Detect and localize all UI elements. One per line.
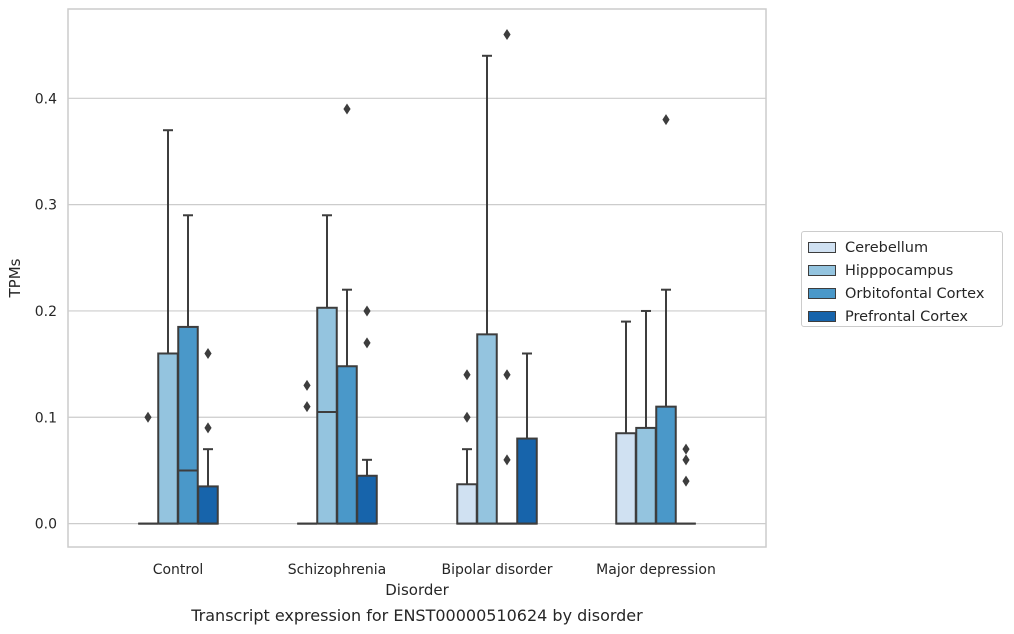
outlier-point [503, 29, 511, 41]
x-tick-label: Control [153, 562, 204, 578]
x-tick-label: Bipolar disorder [441, 562, 552, 578]
outlier-point [463, 411, 471, 423]
outlier-point [303, 379, 311, 391]
outlier-point [363, 305, 371, 317]
outlier-point [303, 401, 311, 413]
y-tick-label: 0.0 [35, 517, 57, 533]
legend-item: Cerebellum [808, 236, 996, 259]
y-axis-label: TPMs [6, 258, 24, 298]
box-body [456, 483, 478, 525]
x-axis-label: Disorder [385, 581, 449, 599]
plot-area-frame [67, 8, 767, 548]
box-cerebellum [456, 369, 478, 525]
boxes [138, 29, 696, 525]
legend-label: Prefrontal Cortex [845, 308, 968, 325]
outlier-point [204, 422, 212, 434]
outlier-point [682, 475, 690, 487]
x-tick-label: Schizophrenia [288, 562, 386, 578]
legend-swatch [808, 242, 836, 253]
legend-item: Hipppocampus [808, 259, 996, 282]
outlier-point [463, 369, 471, 381]
box-orbitofontal-cortex [336, 103, 358, 525]
box-body [177, 325, 199, 525]
box-prefrontal-cortex [676, 443, 696, 525]
figure-caption: Transcript expression for ENST0000051062… [191, 606, 643, 625]
box-plot-chart: 0.0 0.1 0.2 0.3 0.4 Control Schizophrenia Bipol… [6, 8, 767, 599]
legend-item: Orbitofontal Cortex [808, 282, 996, 305]
y-tick-label: 0.4 [35, 91, 57, 107]
box-orbitofontal-cortex [497, 29, 517, 525]
outlier-point [662, 114, 670, 126]
box-body [615, 432, 637, 525]
box-hipppocampus [316, 214, 338, 525]
box-body [157, 352, 179, 525]
outlier-point [503, 454, 511, 466]
legend-label: Hipppocampus [845, 262, 954, 279]
box-body [655, 405, 677, 525]
box-body [516, 437, 538, 525]
box-body [476, 333, 498, 525]
outlier-point [363, 337, 371, 349]
outlier-point [682, 454, 690, 466]
box-prefrontal-cortex [356, 305, 378, 525]
outlier-point [682, 443, 690, 455]
y-tick-label: 0.1 [35, 410, 57, 426]
y-tick-label: 0.3 [35, 198, 57, 214]
legend-item: Prefrontal Cortex [808, 305, 996, 328]
legend: Cerebellum Hipppocampus Orbitofontal Corte… [801, 231, 1003, 327]
legend-label: Cerebellum [845, 239, 929, 256]
box-orbitofontal-cortex [177, 214, 199, 525]
tick-labels: 0.0 0.1 0.2 0.3 0.4 Control Schizophrenia Bipol… [35, 91, 716, 578]
box-cerebellum [138, 411, 158, 525]
y-tick-label: 0.2 [35, 304, 57, 320]
box-cerebellum [615, 320, 637, 525]
box-prefrontal-cortex [197, 347, 219, 525]
box-hipppocampus [476, 54, 498, 525]
outlier-point [343, 103, 351, 115]
box-prefrontal-cortex [516, 352, 538, 525]
box-body [635, 426, 657, 525]
x-tick-label: Major depression [596, 562, 716, 578]
box-body [336, 365, 358, 525]
legend-swatch [808, 311, 836, 322]
box-cerebellum [297, 379, 317, 525]
box-body [356, 474, 378, 525]
box-hipppocampus [635, 309, 657, 525]
legend-swatch [808, 288, 836, 299]
box-body [316, 306, 338, 525]
legend-swatch [808, 265, 836, 276]
box-body [197, 485, 219, 525]
legend-label: Orbitofontal Cortex [845, 285, 985, 302]
outlier-point [204, 347, 212, 359]
box-hipppocampus [157, 129, 179, 525]
outlier-point [503, 369, 511, 381]
outlier-point [144, 411, 152, 423]
box-orbitofontal-cortex [655, 114, 677, 525]
